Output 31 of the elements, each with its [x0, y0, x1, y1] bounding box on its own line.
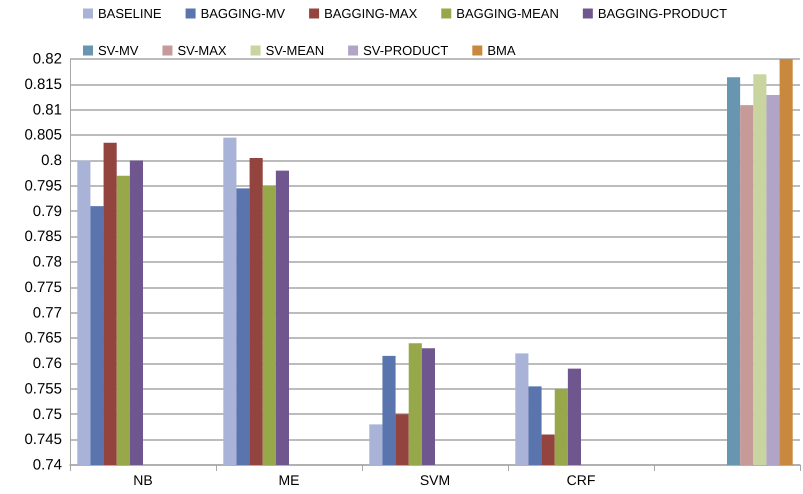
y-tick-label: 0.78	[32, 254, 62, 270]
y-tick-label: 0.765	[24, 330, 62, 347]
y-tick-label: 0.77	[32, 304, 62, 322]
y-tick-label: 0.8	[41, 152, 62, 169]
y-tick-label: 0.815	[24, 76, 62, 93]
legend-label: BAGGING-MAX	[324, 6, 418, 21]
y-tick-label: 0.74	[32, 456, 62, 474]
y-tick-label: 0.785	[24, 228, 62, 246]
y-tick-label: 0.82	[32, 50, 62, 68]
x-tick-label: SVM	[420, 472, 450, 488]
y-tick-label: 0.76	[32, 355, 62, 372]
x-tick-label: CRF	[566, 472, 596, 488]
legend-label: BAGGING-PRODUCT	[598, 6, 728, 21]
x-tick-label: ME	[278, 472, 300, 488]
legend-label: BMA	[487, 43, 516, 58]
legend-label: SV-PRODUCT	[363, 43, 448, 58]
y-tick-label: 0.795	[24, 177, 62, 194]
legend-label: SV-MAX	[177, 43, 227, 58]
legend-label: SV-MEAN	[266, 43, 324, 58]
y-tick-label: 0.805	[24, 126, 62, 144]
y-tick-label: 0.81	[32, 101, 62, 118]
legend-label: BAGGING-MEAN	[456, 6, 559, 21]
y-tick-label: 0.75	[32, 406, 62, 423]
y-tick-label: 0.755	[24, 380, 62, 398]
x-tick-label: NB	[133, 472, 153, 488]
legend-label: BASELINE	[98, 6, 162, 21]
legend-label: BAGGING-MV	[200, 6, 286, 21]
y-tick-label: 0.79	[32, 202, 62, 220]
legend-label: SV-MV	[98, 43, 139, 58]
y-tick-label: 0.775	[24, 278, 62, 296]
y-tick-label: 0.745	[24, 431, 62, 448]
